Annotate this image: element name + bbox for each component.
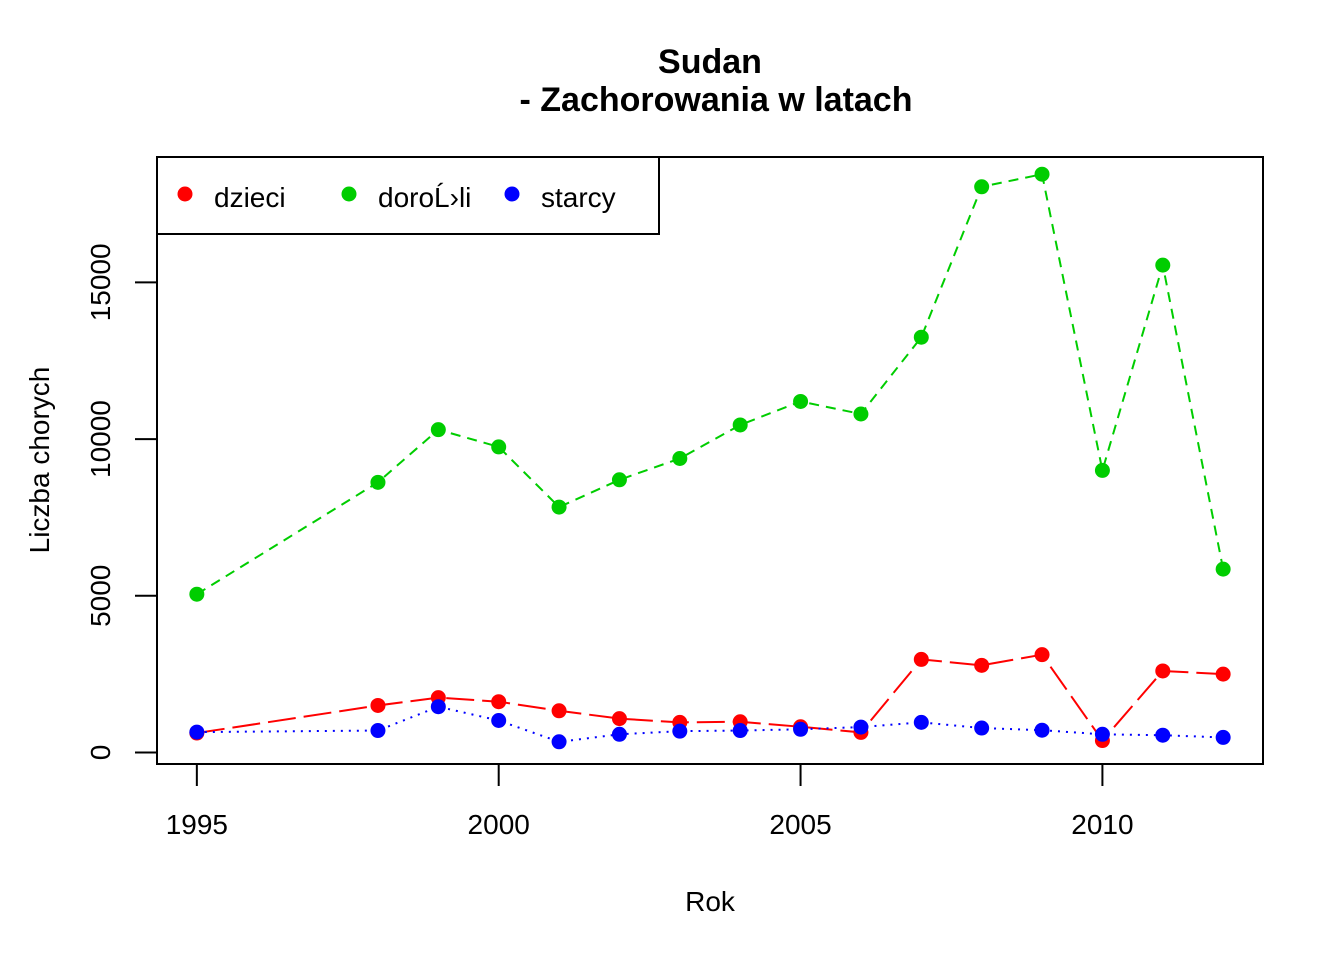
data-point (1155, 727, 1171, 743)
data-point (672, 723, 688, 739)
y-axis: 0 5000 10000 15000 (85, 243, 158, 761)
data-point (913, 651, 929, 667)
series-line (196, 653, 1224, 743)
data-point (1215, 561, 1231, 577)
data-point (672, 450, 688, 466)
series-line (196, 173, 1225, 596)
data-point (611, 726, 627, 742)
data-point (370, 723, 386, 739)
data-point (491, 439, 507, 455)
data-point (551, 734, 567, 750)
series-starcy (189, 699, 1231, 750)
legend-marker (504, 186, 520, 202)
x-axis: 1995 2000 2005 2010 (166, 763, 1134, 840)
data-point (1155, 663, 1171, 679)
data-point (732, 417, 748, 433)
legend-label: doroĹ›li (378, 182, 471, 213)
data-point (1155, 257, 1171, 273)
data-point (913, 329, 929, 345)
plot-frame (156, 156, 1264, 765)
legend-label: dzieci (214, 182, 286, 213)
legend-marker (341, 186, 357, 202)
data-point (1215, 666, 1231, 682)
legend-marker (177, 186, 193, 202)
legend: dzieci doroĹ›li starcy (156, 156, 660, 235)
x-tick-label: 2010 (1071, 809, 1133, 840)
data-point (430, 422, 446, 438)
data-point (1094, 462, 1110, 478)
x-tick-label: 2000 (468, 809, 530, 840)
y-tick-label: 0 (85, 745, 116, 761)
series-layer (189, 166, 1231, 750)
y-tick-label: 15000 (85, 243, 116, 321)
data-point (974, 179, 990, 195)
x-tick-label: 2005 (769, 809, 831, 840)
data-point (189, 586, 205, 602)
data-point (1215, 729, 1231, 745)
data-point (551, 703, 567, 719)
data-point (853, 719, 869, 735)
y-axis-label: Liczba chorych (24, 367, 55, 554)
data-point (974, 720, 990, 736)
data-point (1034, 166, 1050, 182)
data-point (491, 712, 507, 728)
data-point (611, 472, 627, 488)
x-axis-label: Rok (685, 886, 736, 917)
data-point (793, 393, 809, 409)
data-point (1094, 726, 1110, 742)
legend-label: starcy (541, 182, 616, 213)
x-tick-label: 1995 (166, 809, 228, 840)
data-point (430, 699, 446, 715)
data-point (732, 723, 748, 739)
y-tick-label: 10000 (85, 400, 116, 478)
legend-box (156, 156, 660, 235)
data-point (551, 499, 567, 515)
data-point (853, 406, 869, 422)
data-point (370, 697, 386, 713)
chart-subtitle: - Zachorowania w latach (520, 81, 913, 119)
data-point (1034, 722, 1050, 738)
series-line (196, 705, 1224, 743)
data-point (1034, 647, 1050, 663)
data-point (793, 721, 809, 737)
series-doroĹ›li (189, 166, 1231, 602)
chart-title: Sudan (658, 43, 762, 81)
data-point (913, 714, 929, 730)
y-tick-label: 5000 (85, 565, 116, 627)
data-point (974, 657, 990, 673)
data-point (611, 711, 627, 727)
data-point (370, 474, 386, 490)
data-point (189, 724, 205, 740)
data-point (491, 694, 507, 710)
